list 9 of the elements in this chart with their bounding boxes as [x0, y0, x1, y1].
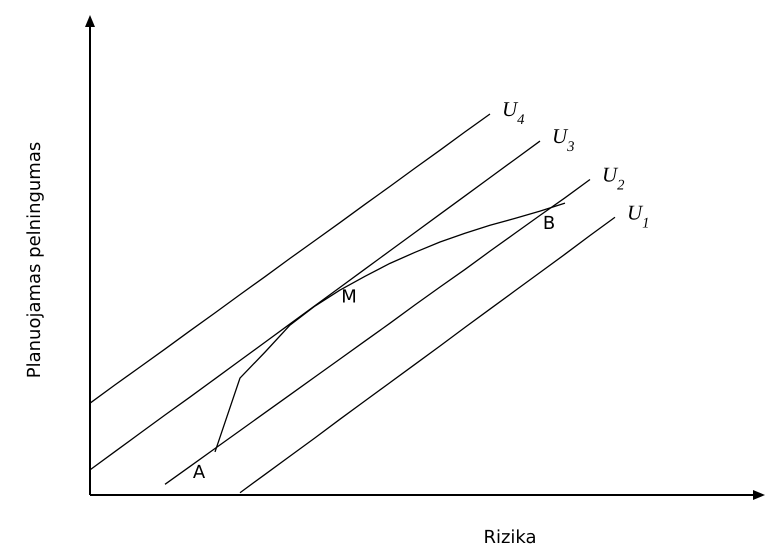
series-label: U$_{2}$	[602, 162, 626, 194]
annotation: B	[542, 213, 556, 234]
series-label: U$_{4}$	[502, 97, 526, 128]
annotation: M	[341, 286, 357, 308]
annotation: A	[192, 462, 206, 483]
y-axis-title: Planuojamas pelningumas	[24, 142, 45, 378]
series-label: U$_{3}$	[552, 124, 575, 156]
series-label: U$_{1}$	[627, 200, 650, 232]
x-axis-title: Rizika	[483, 527, 537, 548]
